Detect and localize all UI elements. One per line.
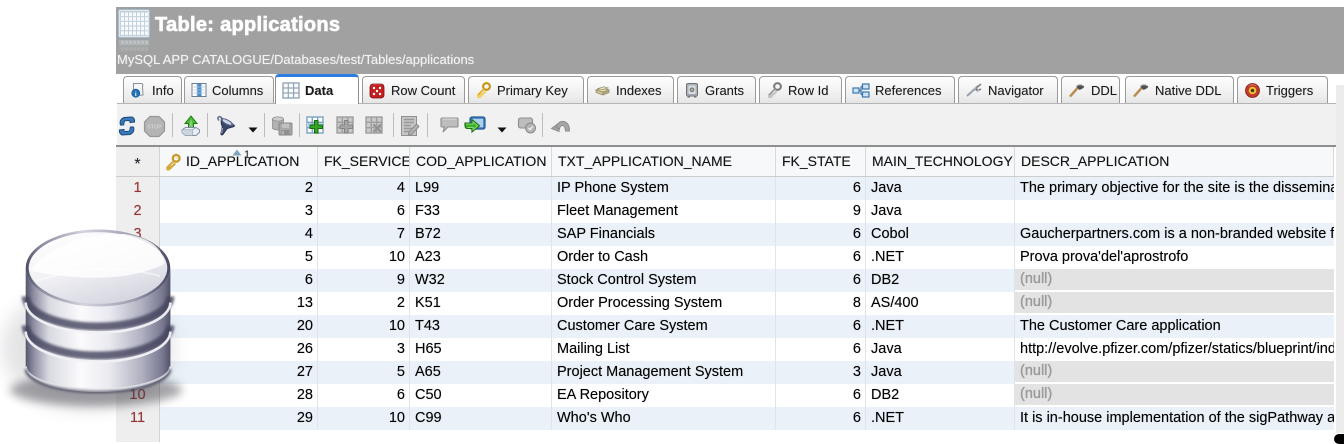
svg-text:i: i [135, 91, 137, 98]
svg-text:STOP: STOP [147, 125, 162, 131]
